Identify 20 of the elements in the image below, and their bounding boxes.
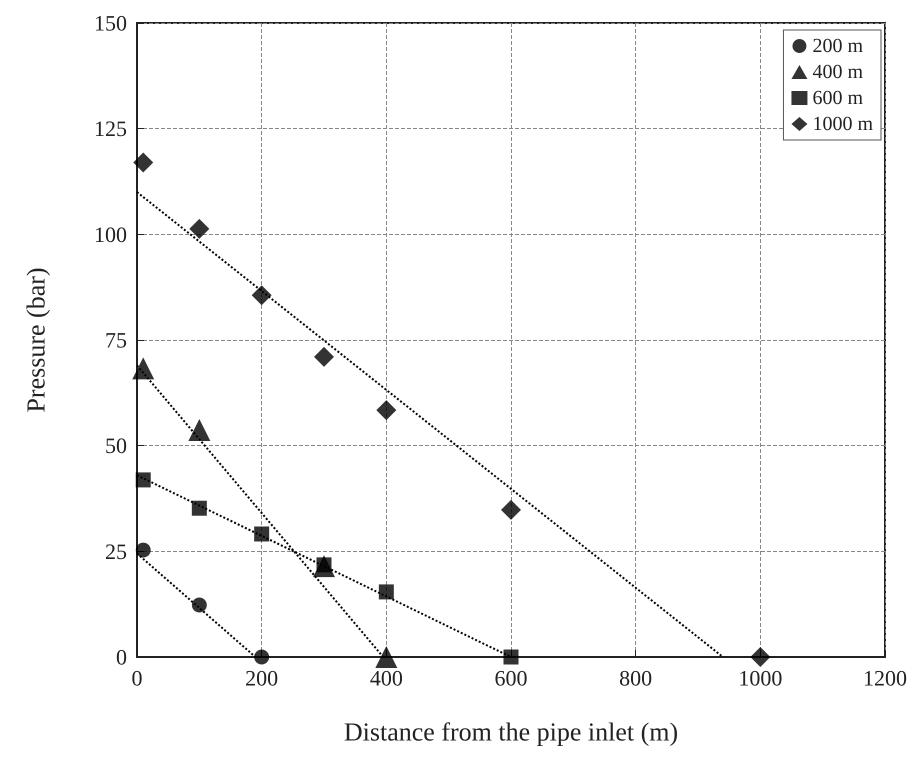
y-tick-label: 125: [94, 116, 127, 142]
x-tick-label: 600: [494, 666, 528, 690]
y-tick-label: 100: [94, 222, 127, 247]
x-tick-label: 1000: [738, 666, 782, 690]
y-tick-label: 50: [105, 433, 127, 458]
x-tick-label: 0: [132, 666, 142, 690]
x-tick-label: 200: [245, 666, 278, 690]
y-axis-title: Pressure (bar): [22, 267, 50, 413]
y-tick-label: 25: [105, 538, 127, 564]
x-tick-label: 400: [370, 666, 403, 690]
x-tick-label: 1200: [863, 666, 907, 690]
x-axis-title: Distance from the pipe inlet (m): [344, 718, 678, 746]
legend-label: 1000 m: [812, 113, 874, 135]
x-tick-label: 800: [619, 666, 652, 690]
y-tick-label: 150: [94, 10, 127, 36]
legend-label: 400 m: [812, 61, 864, 83]
y-tick-label: 75: [105, 328, 127, 352]
legend-label: 600 m: [812, 87, 864, 109]
legend-label: 200 m: [812, 35, 864, 57]
y-tick-label: 0: [116, 644, 127, 670]
